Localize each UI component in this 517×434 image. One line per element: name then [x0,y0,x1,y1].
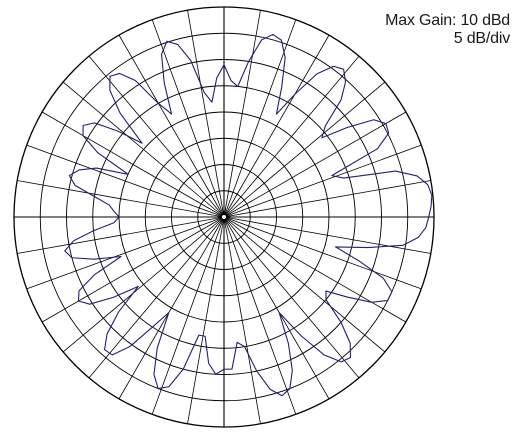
grid-spoke [17,180,225,218]
grid-spoke [41,111,225,218]
grid-spoke [223,111,407,218]
grid-spoke [223,216,297,415]
grid-spoke [62,81,225,218]
grid-spoke [187,216,225,424]
grid-spoke [26,144,225,218]
scale-label: 5 dB/div [453,30,510,47]
grid-spoke [187,10,225,218]
grid-spoke [118,34,225,218]
grid-spoke [223,180,431,218]
radiation-pattern-trace [64,33,433,397]
grid-spoke [223,81,386,218]
grid-spoke [223,216,431,254]
polar-grid [13,6,435,428]
grid-spoke [223,216,386,353]
radiation-pattern-series [64,33,433,397]
center-point [221,214,227,220]
grid-spoke [223,34,330,218]
grid-spoke [223,216,360,379]
grid-spoke [223,216,407,323]
grid-spoke [223,55,360,218]
grid-spoke [88,55,225,218]
grid-spoke [223,144,422,218]
grid-spoke [151,216,225,415]
grid-spoke [26,216,225,290]
grid-spoke [223,216,422,290]
grid-spoke [223,10,261,218]
grid-spoke [41,216,225,323]
max-gain-label: Max Gain: 10 dBd [385,12,510,29]
grid-spoke [223,216,330,400]
grid-spoke [223,216,261,424]
grid-spoke [88,216,225,379]
grid-spoke [151,19,225,218]
grid-spoke [118,216,225,400]
grid-spoke [223,19,297,218]
grid-spoke [17,216,225,254]
grid-spoke [62,216,225,353]
